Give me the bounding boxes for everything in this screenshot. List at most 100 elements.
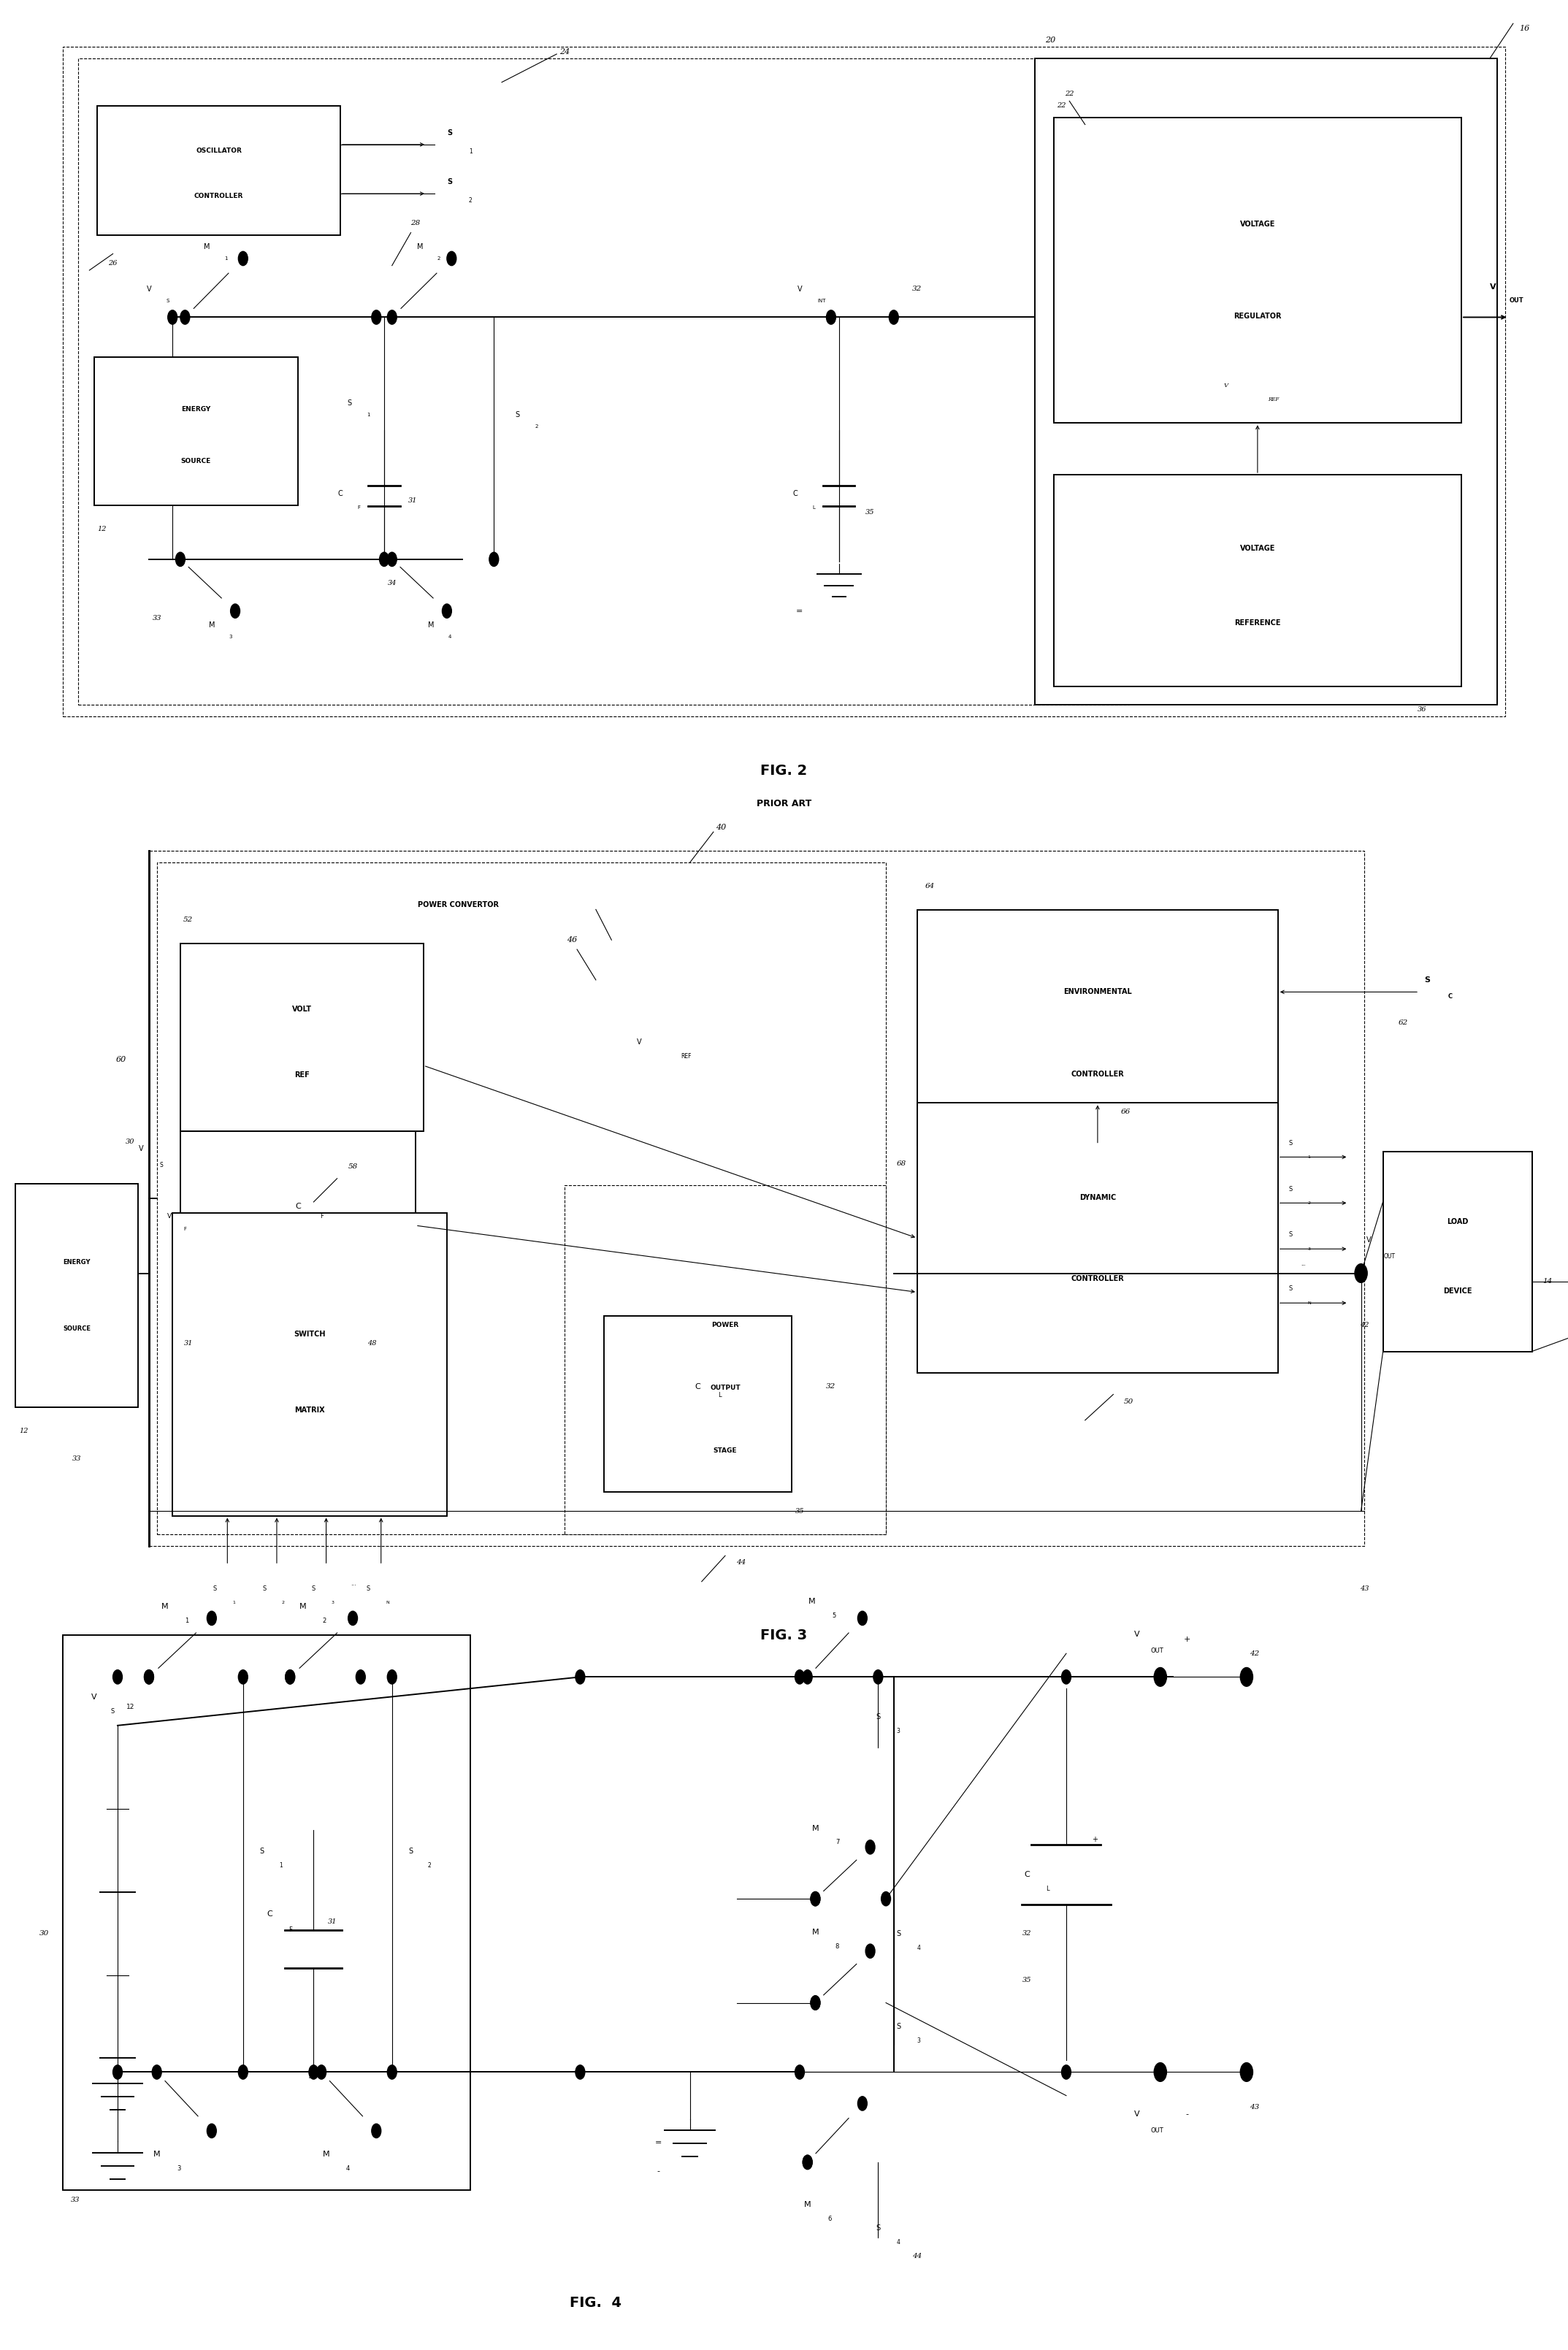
Text: M: M <box>209 620 215 630</box>
Text: 36: 36 <box>1417 707 1427 712</box>
Circle shape <box>889 310 898 324</box>
Text: S: S <box>877 2225 880 2232</box>
Circle shape <box>387 2066 397 2080</box>
Text: 44: 44 <box>913 2254 922 2258</box>
Text: 1: 1 <box>185 1617 188 1624</box>
Text: S: S <box>260 1847 263 1854</box>
Text: OSCILLATOR: OSCILLATOR <box>196 148 241 155</box>
Circle shape <box>176 552 185 566</box>
Circle shape <box>873 1671 883 1685</box>
Text: V: V <box>91 1694 97 1701</box>
Text: MATRIX: MATRIX <box>295 1405 325 1415</box>
Text: C: C <box>1449 994 1452 1001</box>
Text: 30: 30 <box>125 1137 135 1144</box>
Circle shape <box>372 2124 381 2138</box>
Text: 14: 14 <box>1543 1278 1552 1285</box>
Circle shape <box>317 2066 326 2080</box>
Text: 1: 1 <box>232 1600 235 1605</box>
Circle shape <box>811 1892 820 1906</box>
Circle shape <box>442 604 452 618</box>
Circle shape <box>285 1671 295 1685</box>
Circle shape <box>795 1671 804 1685</box>
Text: 1: 1 <box>1308 1156 1311 1159</box>
Circle shape <box>144 1671 154 1685</box>
Text: V: V <box>797 284 803 294</box>
Text: 22: 22 <box>1065 92 1074 96</box>
Circle shape <box>152 2066 162 2080</box>
Text: 28: 28 <box>411 221 420 226</box>
Bar <box>917 1102 1278 1372</box>
Text: 2: 2 <box>437 256 441 261</box>
Text: 4: 4 <box>897 2240 900 2244</box>
Text: VOLTAGE: VOLTAGE <box>1240 545 1275 552</box>
Text: C: C <box>337 489 343 498</box>
Text: =: = <box>797 606 803 616</box>
Text: 33: 33 <box>71 2197 80 2204</box>
Text: S: S <box>262 1586 267 1591</box>
Text: M: M <box>809 1598 815 1605</box>
Text: 66: 66 <box>1121 1109 1131 1116</box>
Bar <box>63 1636 470 2190</box>
Bar <box>1383 1151 1532 1351</box>
Circle shape <box>238 2066 248 2080</box>
Text: S: S <box>447 129 453 136</box>
Text: +: + <box>1091 1835 1098 1842</box>
Text: POWER: POWER <box>712 1321 739 1328</box>
Circle shape <box>858 2096 867 2110</box>
Text: REFERENCE: REFERENCE <box>1234 618 1281 627</box>
Text: 4: 4 <box>448 634 452 639</box>
Text: V: V <box>146 284 152 294</box>
Bar <box>78 59 1129 705</box>
Text: V: V <box>1134 2110 1140 2117</box>
Text: 3: 3 <box>229 634 232 639</box>
Text: C: C <box>1024 1871 1030 1878</box>
Text: S: S <box>312 1586 315 1591</box>
Text: F: F <box>289 1927 292 1934</box>
Text: DYNAMIC: DYNAMIC <box>1079 1194 1116 1201</box>
Text: 32: 32 <box>913 287 922 291</box>
Text: S: S <box>213 1586 216 1591</box>
Circle shape <box>1062 2066 1071 2080</box>
Text: ...: ... <box>351 1582 356 1586</box>
Text: M: M <box>154 2150 160 2157</box>
Text: 2: 2 <box>469 197 472 204</box>
Text: OUT: OUT <box>1151 2127 1163 2134</box>
Text: C: C <box>267 1911 273 1918</box>
Circle shape <box>1154 1668 1167 1687</box>
Text: LOAD: LOAD <box>1447 1217 1468 1224</box>
Circle shape <box>575 1671 585 1685</box>
Text: L: L <box>718 1391 721 1398</box>
Text: ENVIRONMENTAL: ENVIRONMENTAL <box>1063 989 1132 996</box>
Text: 34: 34 <box>387 580 397 585</box>
Text: 26: 26 <box>108 261 118 266</box>
Text: V: V <box>637 1039 641 1046</box>
Text: ENERGY: ENERGY <box>182 407 210 411</box>
Circle shape <box>881 1892 891 1906</box>
Circle shape <box>348 1612 358 1626</box>
Text: 8: 8 <box>836 1943 839 1950</box>
Text: F: F <box>358 505 361 510</box>
Text: C: C <box>295 1203 301 1210</box>
Bar <box>149 851 1364 1546</box>
Text: 3: 3 <box>917 2037 920 2044</box>
Text: 43: 43 <box>1359 1586 1369 1591</box>
Text: PRIOR ART: PRIOR ART <box>756 799 812 808</box>
Text: OUT: OUT <box>1508 298 1524 303</box>
Text: M: M <box>812 1824 818 1833</box>
Circle shape <box>826 310 836 324</box>
Circle shape <box>144 1671 154 1685</box>
Text: REF: REF <box>681 1053 691 1060</box>
Bar <box>1054 475 1461 686</box>
Text: 46: 46 <box>568 935 577 945</box>
Text: FIG. 2: FIG. 2 <box>760 764 808 778</box>
Circle shape <box>230 604 240 618</box>
Text: 42: 42 <box>1359 1321 1369 1328</box>
Text: S: S <box>447 179 453 186</box>
Circle shape <box>356 1671 365 1685</box>
Text: SWITCH: SWITCH <box>293 1330 326 1337</box>
Text: SOURCE: SOURCE <box>180 458 212 463</box>
Text: 33: 33 <box>72 1455 82 1462</box>
Text: -: - <box>657 2167 660 2174</box>
Text: REF: REF <box>1267 397 1279 402</box>
Text: STAGE: STAGE <box>713 1448 737 1455</box>
